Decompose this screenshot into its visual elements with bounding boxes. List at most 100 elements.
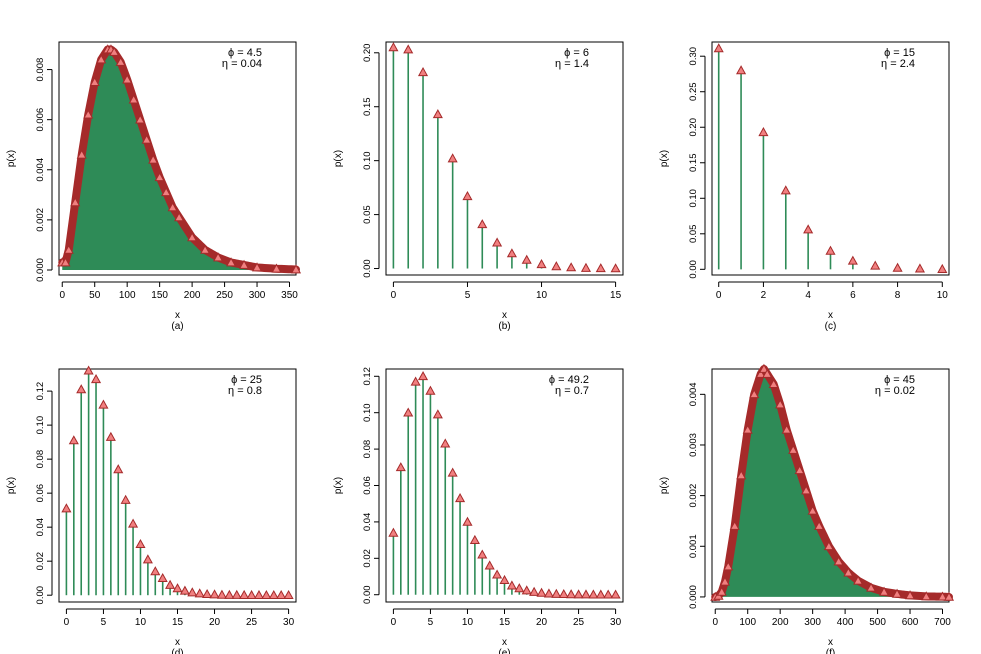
y-tick-label: 0.004 [688, 382, 699, 406]
plot-frame [711, 41, 950, 276]
x-tick-label: 50 [89, 290, 101, 301]
data-point [716, 586, 727, 596]
y-tick-label: 0.006 [35, 108, 46, 132]
y-tick-label: 0.15 [688, 154, 699, 173]
y-tick-label: 0.20 [362, 44, 373, 63]
data-point [70, 197, 81, 207]
x-tick-label: 15 [172, 617, 184, 628]
data-point [788, 444, 799, 454]
data-point [455, 493, 466, 503]
data-point [187, 232, 198, 242]
data-point [588, 589, 599, 599]
data-point [226, 257, 237, 267]
data-point [216, 589, 227, 599]
x-tick-label: 300 [804, 617, 821, 628]
plot-frame [58, 41, 297, 276]
data-point [200, 244, 211, 254]
x-tick-label: 0 [716, 290, 722, 301]
x-tick-label: 5 [465, 290, 471, 301]
y-tick-label: 0.08 [362, 440, 373, 459]
data-point [610, 263, 621, 273]
data-point [96, 54, 107, 64]
x-axis-title: x [175, 637, 180, 648]
legend-entry: η = 0.04 [222, 58, 262, 70]
legend-entry: ϕ = 15 [884, 47, 915, 59]
y-tick-label: 0.20 [688, 118, 699, 136]
x-tick-label: 5 [428, 617, 434, 628]
data-point [224, 589, 235, 599]
data-point [943, 591, 955, 601]
data-point [823, 541, 834, 551]
chart-panel-b: 0 5 10 15 0.00 0.05 0.10 0.15 0.20 x(b) p(x) ϕ = 6η… [333, 41, 624, 332]
data-point [290, 264, 302, 274]
y-tick-label: 0.00 [362, 259, 373, 278]
data-point [76, 149, 87, 159]
data-point [866, 582, 877, 592]
data-point [462, 516, 473, 526]
data-point [921, 591, 932, 601]
data-point [105, 431, 116, 441]
legend-entry: η = 0.02 [875, 385, 915, 397]
data-point [83, 365, 94, 375]
data-point [904, 590, 916, 600]
data-point [833, 556, 844, 566]
y-tick-label: 0.12 [362, 367, 373, 386]
data-point [83, 109, 94, 119]
data-point [536, 258, 547, 269]
y-tick-label: 0.000 [35, 258, 46, 282]
data-point [388, 527, 399, 537]
x-tick-label: 400 [837, 617, 854, 628]
chart-panel-a: 0 50 100 150 200 250 300 350 0.000 0.002 0.004 0.00… [6, 41, 302, 332]
data-point [251, 262, 263, 272]
data-point [63, 244, 74, 254]
data-point [440, 438, 451, 448]
plot-frame [711, 368, 950, 603]
x-tick-label: 0 [59, 290, 65, 301]
y-tick-label: 0.02 [35, 552, 46, 571]
data-point [239, 589, 250, 599]
x-tick-label: 250 [216, 290, 233, 301]
data-point [447, 153, 458, 163]
x-tick-label: 25 [573, 617, 585, 628]
x-tick-label: 2 [761, 290, 767, 301]
data-point [595, 263, 606, 273]
data-point [536, 587, 547, 597]
y-tick-label: 0.00 [688, 260, 699, 279]
y-tick-label: 0.003 [688, 433, 699, 457]
data-point [794, 465, 805, 475]
data-point [937, 591, 948, 601]
x-tick-label: 200 [184, 290, 201, 301]
y-tick-label: 0.05 [688, 225, 699, 244]
data-point [573, 589, 584, 599]
data-point [807, 505, 818, 515]
legend-entry: η = 0.8 [228, 385, 262, 397]
data-point [90, 373, 102, 384]
data-point [566, 262, 577, 272]
y-axis-title: p(x) [333, 150, 344, 167]
x-tick-label: 10 [135, 617, 147, 628]
data-point [283, 589, 294, 600]
data-point [239, 259, 250, 269]
plot-frame [385, 368, 624, 603]
data-point [484, 560, 495, 570]
y-tick-label: 0.002 [688, 484, 699, 508]
data-point [610, 589, 621, 599]
y-tick-label: 0.10 [362, 403, 373, 422]
data-point [142, 554, 153, 564]
x-axis-title: x [828, 637, 833, 648]
x-tick-label: 10 [937, 290, 949, 301]
chart-panel-e: 0 5 10 15 20 25 30 0.00 0.02 0.04 0.06 0.08 0.10 0.12… [333, 367, 624, 654]
data-point [253, 589, 265, 600]
data-point [432, 109, 443, 119]
x-tick-label: 20 [536, 617, 548, 628]
data-point [141, 134, 152, 144]
x-tick-label: 200 [772, 617, 789, 628]
legend-entry: ϕ = 49.2 [549, 374, 589, 386]
data-point [167, 202, 178, 212]
y-tick-label: 0.15 [362, 97, 373, 116]
density-area [715, 369, 949, 597]
data-point [492, 569, 503, 579]
plot-frame [385, 41, 624, 276]
data-point [113, 464, 124, 474]
data-point [432, 409, 443, 419]
